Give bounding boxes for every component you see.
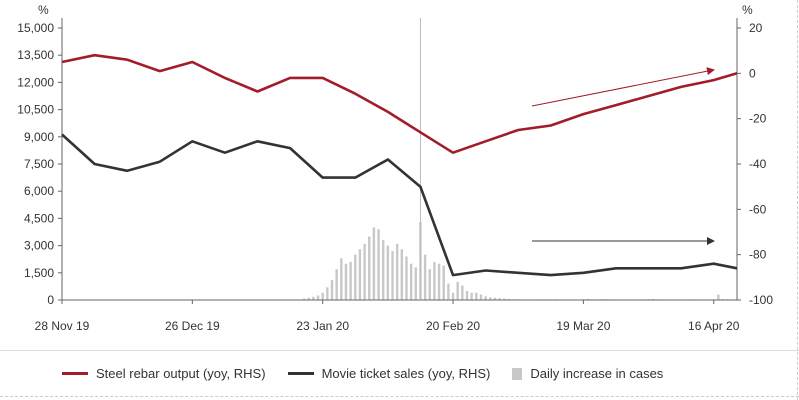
right-tick-label: -20 bbox=[749, 112, 767, 126]
legend-item-steel: Steel rebar output (yoy, RHS) bbox=[62, 366, 266, 381]
cases-bar bbox=[437, 263, 441, 300]
cases-bar bbox=[312, 296, 315, 300]
cases-bar bbox=[377, 229, 380, 300]
left-axis-unit: % bbox=[38, 3, 49, 17]
cases-bar bbox=[470, 292, 473, 300]
cases-bar bbox=[354, 254, 357, 300]
legend-item-movie: Movie ticket sales (yoy, RHS) bbox=[287, 366, 491, 381]
cases-bar bbox=[503, 298, 506, 300]
cases-bar bbox=[447, 283, 450, 300]
axes bbox=[58, 18, 741, 304]
cases-bar bbox=[326, 287, 329, 300]
cases-bar bbox=[391, 251, 394, 300]
cases-bar bbox=[507, 298, 511, 300]
left-tick-label: 6,000 bbox=[24, 184, 54, 198]
x-tick-label: 23 Jan 20 bbox=[296, 319, 349, 333]
cases-bar bbox=[442, 265, 445, 300]
cases-bar bbox=[409, 263, 413, 300]
right-tick-label: -100 bbox=[749, 293, 773, 307]
left-tick-label: 1,500 bbox=[24, 266, 54, 280]
left-tick-label: 7,500 bbox=[24, 157, 54, 171]
right-dashed-border bbox=[797, 0, 798, 400]
left-tick-label: 9,000 bbox=[24, 130, 54, 144]
x-tick-label: 20 Feb 20 bbox=[426, 319, 480, 333]
right-tick-label: 20 bbox=[749, 21, 763, 35]
legend-label-steel: Steel rebar output (yoy, RHS) bbox=[96, 366, 266, 381]
cases-bar bbox=[363, 243, 366, 300]
cases-bar bbox=[433, 261, 436, 300]
cases-bar bbox=[405, 256, 408, 300]
cases-bar bbox=[302, 298, 306, 300]
bottom-dashed-border bbox=[0, 396, 799, 397]
right-tick-label: -60 bbox=[749, 202, 767, 216]
cases-bar bbox=[586, 298, 590, 300]
left-tick-label: 12,000 bbox=[17, 75, 54, 89]
left-tick-label: 10,500 bbox=[17, 103, 54, 117]
right-tick-label: -40 bbox=[749, 157, 767, 171]
cases-bar bbox=[372, 227, 376, 300]
tick-labels: % % 15,000 13,500 12,000 10,500 9,000 7,500 6,00… bbox=[17, 3, 773, 333]
cases-bar bbox=[335, 269, 338, 300]
right-axis-unit: % bbox=[742, 3, 753, 17]
cases-bar bbox=[456, 281, 459, 300]
movie-ticket-line bbox=[61, 133, 738, 277]
x-tick-label: 16 Apr 20 bbox=[688, 319, 740, 333]
cases-bar bbox=[479, 294, 483, 300]
cases-bar bbox=[382, 240, 385, 300]
cases-bar bbox=[321, 292, 324, 300]
right-tick-label: 0 bbox=[749, 66, 756, 80]
cases-bar bbox=[358, 249, 362, 300]
legend-label-movie: Movie ticket sales (yoy, RHS) bbox=[321, 366, 491, 381]
series-lines bbox=[61, 53, 738, 277]
chart-svg: % % 15,000 13,500 12,000 10,500 9,000 7,500 6,00… bbox=[17, 3, 773, 333]
steel-rebar-line bbox=[61, 53, 738, 154]
left-tick-label: 4,500 bbox=[24, 211, 54, 225]
cases-bar bbox=[316, 295, 320, 300]
cases-bar bbox=[400, 249, 404, 300]
cases-bar bbox=[330, 280, 334, 300]
legend-swatch-movie bbox=[287, 372, 314, 375]
cases-bar bbox=[484, 296, 487, 300]
cases-bar bbox=[498, 298, 501, 300]
left-tick-label: 15,000 bbox=[17, 21, 54, 35]
legend: Steel rebar output (yoy, RHS) Movie tick… bbox=[62, 366, 663, 381]
legend-swatch-steel bbox=[62, 372, 88, 375]
cases-bar bbox=[395, 243, 399, 300]
cases-bar bbox=[465, 290, 469, 300]
right-tick-label: -80 bbox=[749, 248, 767, 262]
cases-bar bbox=[428, 269, 431, 300]
cases-bars bbox=[302, 222, 739, 301]
legend-label-cases: Daily increase in cases bbox=[530, 366, 664, 381]
cases-bar bbox=[489, 297, 492, 300]
x-tick-label: 28 Nov 19 bbox=[35, 319, 90, 333]
cases-bar bbox=[652, 298, 655, 300]
left-tick-label: 3,000 bbox=[24, 239, 54, 253]
cases-bar bbox=[386, 245, 390, 300]
cases-bar bbox=[307, 297, 310, 300]
cases-bar bbox=[349, 261, 352, 300]
legend-divider bbox=[0, 350, 799, 351]
x-tick-label: 19 Mar 20 bbox=[556, 319, 610, 333]
cases-bar bbox=[451, 292, 455, 300]
left-tick-label: 0 bbox=[47, 293, 54, 307]
cases-bar bbox=[414, 267, 417, 300]
cases-bar bbox=[717, 294, 720, 300]
cases-bar bbox=[493, 297, 497, 300]
legend-item-cases: Daily increase in cases bbox=[512, 366, 663, 381]
cases-bar bbox=[461, 285, 464, 300]
cases-bar bbox=[368, 236, 371, 300]
steel-trend-arrow bbox=[531, 67, 715, 107]
cases-bar bbox=[340, 258, 343, 300]
legend-swatch-cases bbox=[512, 367, 523, 380]
x-tick-label: 26 Dec 19 bbox=[165, 319, 220, 333]
cases-bar bbox=[475, 292, 478, 300]
cases-bar bbox=[344, 263, 348, 300]
left-tick-label: 13,500 bbox=[17, 48, 54, 62]
cases-bar bbox=[423, 254, 427, 300]
